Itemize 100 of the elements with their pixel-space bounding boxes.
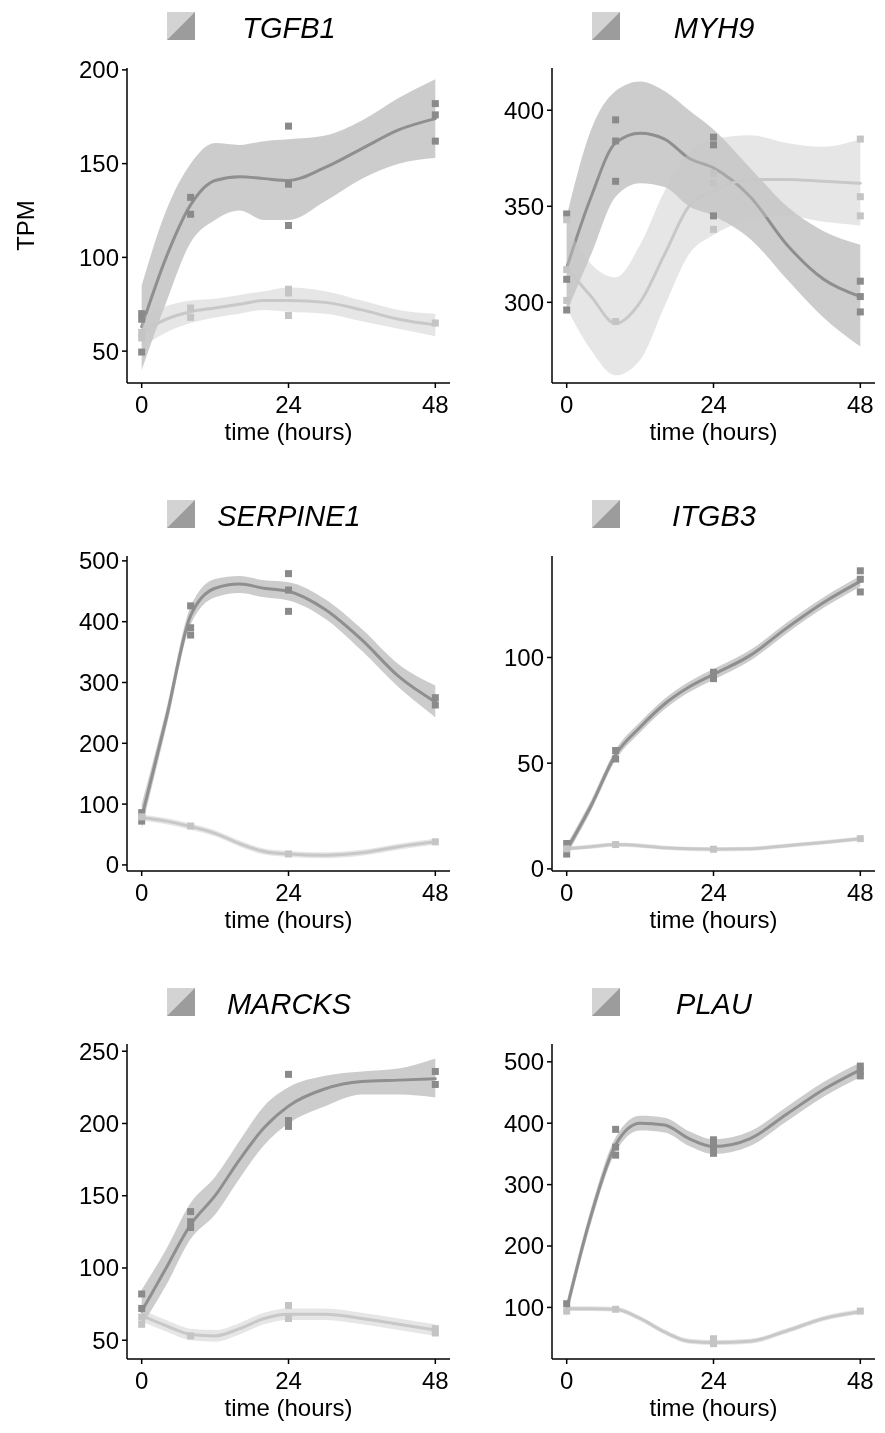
y-tick-label: 50	[517, 749, 544, 777]
x-axis-title: time (hours)	[649, 1394, 778, 1421]
point	[612, 177, 620, 185]
y-tick-label: 50	[92, 337, 119, 365]
point	[187, 304, 195, 312]
point	[285, 570, 292, 578]
y-tick-label: 400	[503, 1109, 544, 1137]
chart-title: PLAU	[676, 988, 753, 1020]
y-tick-label: 200	[503, 1232, 544, 1260]
point	[285, 1070, 292, 1078]
y-tick-label: 400	[78, 608, 119, 636]
x-tick-label: 0	[560, 391, 574, 418]
y-tick-label: 100	[503, 1293, 544, 1321]
point	[563, 266, 571, 274]
chart-title: TGFB1	[242, 12, 336, 44]
point	[187, 1208, 195, 1216]
point	[612, 1151, 620, 1159]
y-tick-label: 500	[78, 547, 119, 575]
point	[856, 1307, 864, 1315]
point	[710, 1136, 717, 1144]
y-tick-label: 100	[78, 790, 119, 818]
point	[612, 318, 620, 326]
point	[612, 747, 620, 754]
point	[431, 838, 439, 846]
point	[285, 1302, 292, 1310]
point	[285, 180, 292, 188]
y-tick-label: 150	[78, 150, 119, 178]
x-tick-label: 48	[421, 391, 449, 418]
x-axis-title: time (hours)	[649, 418, 778, 445]
point	[431, 319, 439, 327]
chart-title: SERPINE1	[217, 500, 361, 532]
point	[187, 822, 195, 830]
point	[138, 1304, 146, 1312]
x-axis-title: time (hours)	[224, 1394, 353, 1421]
point	[710, 845, 717, 853]
x-tick-label: 48	[846, 879, 874, 906]
point	[612, 1125, 620, 1133]
point	[285, 122, 292, 130]
x-tick-label: 0	[135, 1367, 149, 1394]
y-tick-label: 0	[530, 855, 544, 883]
point	[710, 141, 717, 149]
y-tick-label: 300	[503, 1171, 544, 1199]
point	[563, 1307, 571, 1315]
point	[563, 1300, 571, 1308]
point	[710, 675, 717, 683]
point	[431, 1080, 439, 1088]
x-tick-label: 48	[421, 879, 449, 906]
x-tick-label: 48	[421, 1367, 449, 1394]
point	[612, 755, 620, 763]
point	[187, 193, 195, 201]
point	[856, 835, 864, 843]
point	[563, 296, 571, 304]
y-tick-label: 300	[78, 668, 119, 696]
x-tick-label: 0	[135, 391, 149, 418]
point	[563, 306, 571, 314]
point	[187, 631, 195, 639]
point	[138, 1290, 146, 1298]
y-tick-label: 150	[78, 1182, 119, 1210]
point	[187, 602, 195, 610]
point	[138, 1313, 146, 1321]
point	[710, 1149, 717, 1157]
y-axis-title: TPM	[12, 200, 39, 251]
chart-title: ITGB3	[672, 500, 756, 532]
point	[285, 222, 292, 229]
point	[138, 334, 146, 342]
x-axis-title: time (hours)	[649, 906, 778, 933]
point	[431, 111, 439, 119]
y-tick-label: 100	[78, 1254, 119, 1282]
y-tick-label: 400	[503, 96, 544, 124]
y-tick-label: 300	[503, 288, 544, 316]
x-tick-label: 24	[275, 1367, 302, 1394]
x-tick-label: 0	[560, 879, 574, 906]
chart-title: MYH9	[673, 12, 755, 44]
point	[856, 135, 864, 143]
y-tick-label: 350	[503, 192, 544, 220]
point	[612, 116, 620, 124]
point	[710, 170, 717, 178]
x-tick-label: 24	[700, 879, 727, 906]
point	[612, 1143, 620, 1151]
y-tick-label: 500	[503, 1048, 544, 1076]
y-tick-label: 0	[105, 851, 119, 879]
y-tick-label: 250	[78, 1037, 119, 1065]
point	[856, 588, 864, 596]
x-tick-label: 48	[846, 1367, 874, 1394]
point	[431, 100, 439, 108]
y-tick-label: 200	[78, 1109, 119, 1137]
point	[856, 193, 864, 201]
point	[187, 210, 195, 218]
point	[710, 225, 717, 233]
point	[285, 586, 292, 594]
point	[187, 624, 195, 632]
y-tick-label: 50	[92, 1326, 119, 1354]
point	[710, 133, 717, 141]
point	[856, 575, 864, 583]
point	[138, 813, 146, 821]
point	[710, 212, 717, 220]
y-tick-label: 200	[78, 729, 119, 757]
point	[431, 701, 439, 709]
point	[612, 1305, 620, 1313]
x-tick-label: 24	[700, 1367, 727, 1394]
